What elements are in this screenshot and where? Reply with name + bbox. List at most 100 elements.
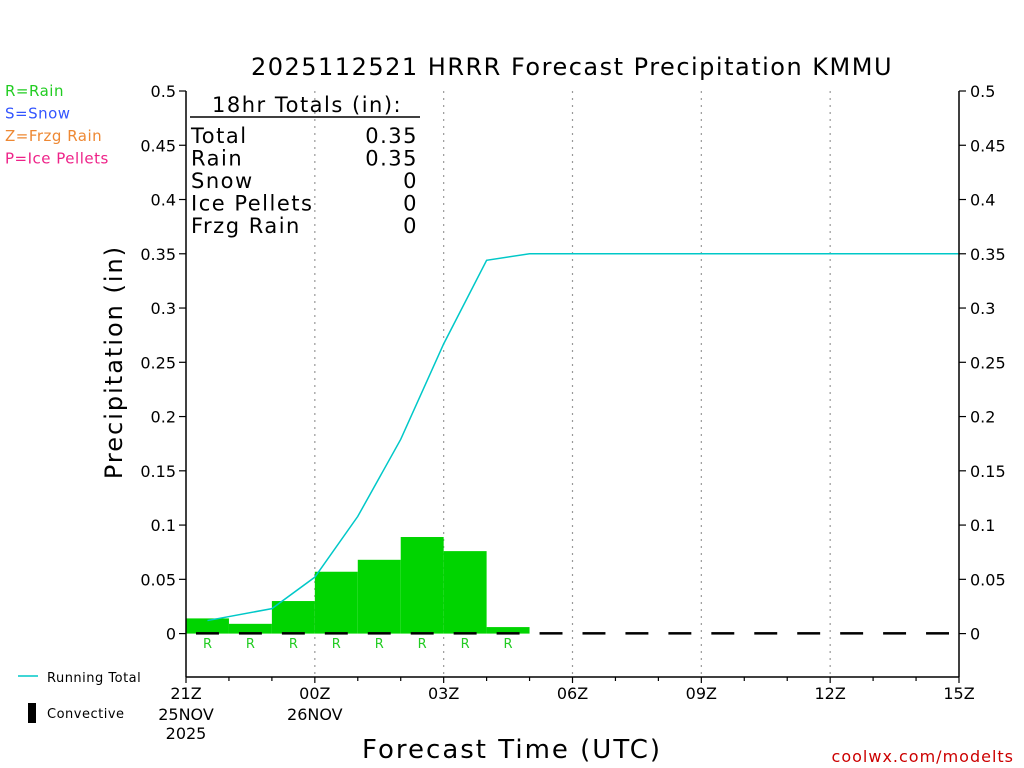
y-tick-label-left: 0.35: [140, 245, 176, 264]
precip-type-code: R: [418, 637, 427, 652]
type-legend-item: Z=Frzg Rain: [5, 127, 102, 145]
x-tick-label: 21Z: [170, 684, 201, 703]
totals-row-value: 0.35: [365, 124, 418, 148]
y-tick-label-left: 0.45: [140, 136, 176, 155]
totals-rows: Total 0.35 Rain 0.35 Snow 0 Ice Pellets 0 Frzg R…: [190, 124, 418, 238]
credit-text: coolwx.com/modelts: [832, 747, 1014, 766]
totals-row-value: 0.35: [365, 147, 418, 171]
running-total-line: [207, 253, 959, 622]
axes: [179, 90, 966, 683]
y-tick-label-right: 0.15: [970, 462, 1006, 481]
y-tick-label-right: 0.4: [970, 191, 995, 210]
precip-type-code: R: [246, 637, 255, 652]
convective-bar: [367, 632, 391, 635]
type-legend-item: S=Snow: [5, 105, 71, 123]
x-tick-label: 15Z: [943, 684, 974, 703]
y-tick-label-left: 0.1: [151, 516, 176, 535]
totals-row-label: Rain: [191, 147, 243, 171]
convective-bar: [453, 632, 477, 635]
x-tick-year: 2025: [166, 724, 207, 743]
hourly-precip-bar: [443, 551, 487, 634]
y-tick-label-right: 0.2: [970, 408, 995, 427]
x-tick-date: 26NOV: [287, 705, 343, 724]
y-tick-label-left: 0.15: [140, 462, 176, 481]
convective-bars: [196, 632, 949, 635]
convective-bar: [238, 632, 262, 635]
convective-bar: [582, 632, 606, 635]
precip-type-code: R: [504, 637, 513, 652]
x-tick-date: 25NOV: [158, 705, 214, 724]
y-tick-label-right: 0.35: [970, 245, 1006, 264]
precip-type-code: R: [461, 637, 470, 652]
y-tick-labels: 0 00.05 0.050.1 0.10.15 0.150.2 0.20.25 0.250.…: [140, 82, 1005, 644]
totals-row-value: 0: [403, 214, 418, 238]
hourly-precip-bar: [314, 571, 358, 634]
hourly-precip-bar: [186, 618, 229, 634]
hourly-precip-bar: [357, 559, 401, 634]
totals-row-label: Total: [190, 124, 248, 148]
y-axis-label: Precipitation (in): [100, 245, 128, 479]
hourly-precip-bar: [271, 601, 315, 634]
hourly-precip-bar: [228, 623, 272, 634]
type-legend-item: P=Ice Pellets: [5, 150, 109, 168]
y-tick-label-right: 0: [970, 625, 980, 644]
y-tick-label-right: 0.1: [970, 516, 995, 535]
convective-bar: [196, 632, 219, 635]
totals-heading: 18hr Totals (in):: [212, 93, 402, 117]
y-tick-label-right: 0.25: [970, 353, 1006, 372]
y-tick-label-right: 0.3: [970, 299, 995, 318]
x-tick-label: 12Z: [815, 684, 846, 703]
y-tick-label-left: 0: [166, 625, 176, 644]
precip-type-legend: R=Rain S=Snow Z=Frzg Rain P=Ice Pellets: [5, 82, 109, 168]
y-tick-label-left: 0.4: [151, 191, 176, 210]
x-tick-label: 00Z: [299, 684, 330, 703]
y-tick-label-right: 0.05: [970, 570, 1006, 589]
x-tick-label: 06Z: [557, 684, 588, 703]
hourly-precip-bar: [486, 627, 530, 634]
type-legend-item: R=Rain: [5, 82, 64, 100]
precip-type-code: R: [375, 637, 384, 652]
hourly-bars: [186, 537, 530, 634]
x-tick-label: 03Z: [428, 684, 459, 703]
totals-box: 18hr Totals (in): Total 0.35 Rain 0.35 Snow 0…: [190, 93, 420, 238]
x-axis-label: Forecast Time (UTC): [362, 735, 662, 765]
y-tick-label-right: 0.45: [970, 136, 1006, 155]
y-tick-label-left: 0.5: [151, 82, 176, 101]
convective-bar: [797, 632, 821, 635]
convective-bar: [410, 632, 434, 635]
totals-row-label: Ice Pellets: [191, 192, 313, 216]
precip-type-code: R: [289, 637, 298, 652]
convective-bar: [926, 632, 949, 635]
convective-bar: [281, 632, 305, 635]
y-tick-label-right: 0.5: [970, 82, 995, 101]
legend-label: Convective: [47, 707, 125, 722]
totals-row-value: 0: [403, 169, 418, 193]
precip-type-code: R: [332, 637, 341, 652]
legend-bar-swatch: [28, 703, 36, 723]
totals-row-label: Snow: [191, 169, 254, 193]
totals-row-value: 0: [403, 192, 418, 216]
y-tick-label-left: 0.25: [140, 353, 176, 372]
convective-bar: [324, 632, 348, 635]
x-tick-label: 09Z: [686, 684, 717, 703]
precip-type-code: R: [203, 637, 212, 652]
y-tick-label-left: 0.2: [151, 408, 176, 427]
convective-bar: [883, 632, 907, 635]
convective-bar: [496, 632, 520, 635]
convective-bar: [668, 632, 692, 635]
running-total-polyline: [207, 253, 959, 622]
chart-title: 2025112521 HRRR Forecast Precipitation K…: [251, 53, 893, 81]
y-tick-label-left: 0.05: [140, 570, 176, 589]
convective-bar: [625, 632, 649, 635]
legend-label: Running Total: [47, 671, 141, 686]
convective-bar: [754, 632, 778, 635]
totals-row-label: Frzg Rain: [191, 214, 301, 238]
hourly-precip-bar: [400, 537, 444, 634]
y-tick-label-left: 0.3: [151, 299, 176, 318]
bottom-legend: Running Total Convective: [18, 671, 141, 723]
convective-bar: [840, 632, 864, 635]
